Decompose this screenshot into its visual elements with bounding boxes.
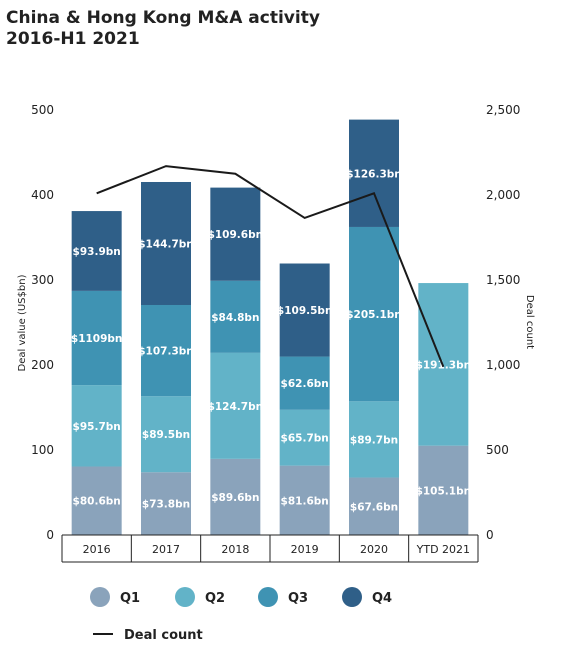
bar-segment-q1 — [279, 465, 330, 535]
y2-tick-label: 0 — [486, 528, 494, 542]
y-tick-label: 500 — [31, 103, 54, 117]
legend-swatch-q4 — [342, 587, 362, 607]
bar-value-label: $95.7bn — [73, 421, 121, 433]
bar-segment-q2 — [349, 401, 399, 478]
bar-segment-q3 — [279, 356, 330, 410]
y2-tick-label: 2,000 — [486, 188, 520, 202]
bar-value-label: $67.6bn — [350, 501, 398, 513]
bar-segment-q3 — [349, 226, 399, 402]
x-tick-label: 2018 — [221, 543, 249, 556]
y-tick-label: 300 — [31, 273, 54, 287]
y2-tick-label: 1,000 — [486, 358, 520, 372]
bar-segment-q2 — [279, 409, 330, 466]
bar-value-label: $205.1bn — [346, 309, 402, 321]
bar-value-label: $89.6bn — [211, 492, 259, 504]
x-tick-label: YTD 2021 — [416, 543, 470, 556]
bar-value-label: $80.6bn — [73, 496, 121, 508]
legend-swatch-q2 — [175, 587, 195, 607]
chart-title-line2: 2016-H1 2021 — [6, 29, 140, 49]
legend-label-q2: Q2 — [205, 591, 225, 606]
y-tick-label: 400 — [31, 188, 54, 202]
bar-segment-q4 — [71, 211, 122, 291]
legend-label-q4: Q4 — [372, 591, 392, 606]
y-axis-label: Deal value (US$bn) — [17, 274, 28, 371]
bar-segment-q1 — [71, 466, 122, 535]
bar-segment-q4 — [279, 263, 330, 357]
bar-segment-q3 — [210, 280, 261, 353]
chart-title: China & Hong Kong M&A activity 2016-H1 2… — [6, 8, 320, 50]
bar-value-label: $1109bn — [71, 333, 123, 345]
bar-value-label: $89.5bn — [142, 429, 190, 441]
bar-segment-q2 — [210, 352, 261, 459]
bar-value-label: $109.6bn — [208, 229, 264, 241]
bar-segment-q1 — [418, 445, 469, 535]
bar-segment-q1 — [349, 477, 399, 535]
legend-swatch-q3 — [258, 587, 278, 607]
bar-value-label: $89.7bn — [350, 434, 398, 446]
bar-segment-q3 — [141, 304, 191, 397]
deal-count-line — [96, 165, 445, 368]
y2-tick-label: 1,500 — [486, 273, 520, 287]
bar-value-label: $144.7bn — [138, 238, 194, 250]
x-tick-label: 2019 — [291, 543, 319, 556]
x-tick-label: 2020 — [360, 543, 388, 556]
bar-segment-q3 — [71, 290, 122, 386]
legend-label-deal-count: Deal count — [124, 628, 203, 643]
bar-value-label: $73.8bn — [142, 499, 190, 511]
legend-swatch-q1 — [90, 587, 110, 607]
y2-tick-label: 2,500 — [486, 103, 520, 117]
bar-segment-q2 — [71, 385, 122, 467]
bar-value-label: $62.6bn — [281, 378, 329, 390]
chart-title-line1: China & Hong Kong M&A activity — [6, 8, 320, 28]
legend-label-q1: Q1 — [120, 591, 140, 606]
legend-label-q3: Q3 — [288, 591, 308, 606]
y-tick-label: 0 — [46, 528, 54, 542]
bar-value-label: $93.9bn — [73, 246, 121, 258]
bar-value-label: $65.7bn — [281, 433, 329, 445]
bar-value-label: $107.3bn — [138, 346, 194, 358]
x-tick-label: 2016 — [83, 543, 111, 556]
y-tick-label: 200 — [31, 358, 54, 372]
bar-value-label: $126.3bn — [346, 168, 402, 180]
bar-value-label: $124.7bn — [208, 401, 264, 413]
bar-segment-q1 — [210, 458, 261, 535]
bar-segment-q2 — [141, 396, 191, 473]
bar-value-label: $84.8bn — [211, 312, 259, 324]
y2-axis-label: Deal count — [524, 295, 535, 349]
bar-segment-q4 — [210, 187, 261, 281]
bar-segment-q1 — [141, 472, 191, 535]
bar-segment-q4 — [141, 181, 191, 305]
bar-value-label: $105.1bn — [416, 485, 472, 497]
y2-tick-label: 500 — [486, 443, 509, 457]
x-tick-label: 2017 — [152, 543, 180, 556]
bar-value-label: $109.5bn — [277, 305, 333, 317]
bar-value-label: $81.6bn — [281, 495, 329, 507]
y-tick-label: 100 — [31, 443, 54, 457]
bar-segment-q4 — [349, 119, 399, 227]
